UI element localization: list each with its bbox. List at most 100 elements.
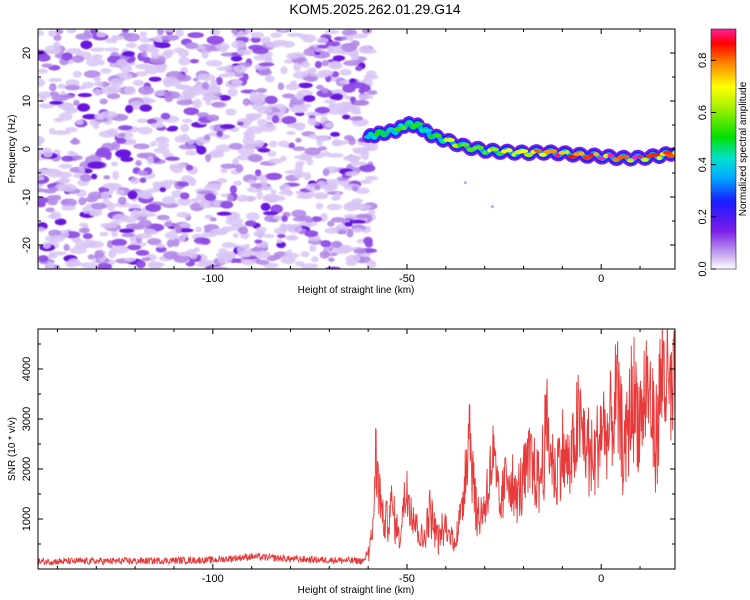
noise-blob (254, 239, 263, 244)
noise-blob (211, 101, 226, 108)
noise-blob (193, 237, 209, 244)
noise-blob (78, 166, 86, 175)
heatmap-y-tick-label: 0 (21, 146, 33, 152)
noise-blob (256, 191, 263, 200)
noise-blob (82, 233, 93, 240)
noise-blob (365, 175, 379, 181)
noise-blob (38, 68, 48, 74)
ridge-core (374, 129, 385, 134)
ridge-core (547, 149, 558, 154)
ridge-core (533, 148, 543, 153)
heatmap-y-tick-label: 20 (21, 47, 33, 59)
noise-blob (366, 70, 377, 78)
noise-blob (315, 202, 324, 210)
noise-blob (123, 257, 136, 262)
heatmap-x-axis-title: Height of straight line (km) (298, 285, 415, 296)
noise-blob (284, 169, 301, 175)
noise-blob (332, 140, 349, 145)
noise-blob (353, 149, 370, 155)
ridge-core (387, 127, 396, 132)
colorbar-tick-label: 0.0 (697, 261, 709, 276)
noise-blob (115, 149, 132, 159)
noise-blob (359, 179, 372, 185)
noise-blob (321, 59, 329, 67)
noise-blob (93, 76, 102, 83)
noise-blob (366, 90, 378, 95)
noise-blob (355, 187, 370, 195)
noise-blob (302, 76, 316, 81)
heatmap-scattered-points (463, 181, 494, 209)
noise-blob (165, 156, 180, 161)
noise-blob (260, 180, 268, 186)
noise-blob (242, 98, 251, 106)
ridge-core (626, 158, 634, 163)
noise-blob (96, 263, 112, 269)
ridge-core (558, 150, 567, 155)
noise-blob (359, 164, 376, 173)
colorbar-label: Normalized spectral amplitude (738, 81, 749, 216)
noise-blob (137, 43, 155, 52)
noise-blob (264, 75, 275, 83)
noise-blob (205, 60, 223, 67)
noise-blob (349, 82, 367, 89)
noise-blob (238, 226, 249, 235)
noise-blob (216, 66, 233, 71)
noise-blob (324, 227, 340, 234)
noise-blob (262, 234, 275, 238)
noise-blob (125, 42, 137, 48)
snr-x-tick-label: 0 (598, 573, 604, 585)
noise-blob (294, 261, 305, 267)
noise-blob (264, 56, 273, 65)
noise-blob (205, 153, 212, 162)
noise-blob (38, 78, 46, 87)
noise-blob (139, 37, 153, 43)
ridge-core (443, 138, 449, 142)
noise-blob (82, 113, 99, 120)
noise-blob (358, 87, 366, 94)
noise-blob (308, 46, 318, 51)
heatmap-y-axis-title: Frequency (Hz) (7, 115, 18, 184)
ridge-core (637, 154, 643, 159)
noise-blob (103, 47, 120, 52)
noise-blob (155, 246, 167, 253)
noise-blob (129, 177, 140, 185)
ridge-core (612, 158, 620, 162)
noise-blob (199, 199, 216, 209)
noise-blob (256, 226, 267, 233)
noise-blob (280, 183, 291, 192)
noise-blob (162, 152, 174, 158)
noise-blob (178, 56, 191, 66)
noise-blob (109, 78, 124, 87)
noise-blob (327, 153, 344, 158)
colorbar-tick-label: 0.6 (697, 105, 709, 120)
noise-blob (110, 161, 119, 167)
noise-blob (153, 147, 170, 154)
ridge-core (427, 134, 433, 139)
noise-blob (157, 29, 164, 36)
noise-blob (208, 183, 222, 188)
noise-blob (56, 171, 73, 179)
noise-blob (304, 217, 314, 223)
noise-blob (196, 145, 207, 155)
noise-blob (288, 142, 295, 149)
noise-blob (146, 118, 158, 125)
noise-blob (66, 29, 77, 34)
noise-blob (220, 200, 234, 209)
noise-blob (161, 34, 180, 41)
noise-blob (247, 154, 263, 163)
noise-blob (38, 53, 51, 62)
noise-blob (290, 105, 308, 114)
ridge-core (672, 150, 675, 155)
noise-blob (48, 30, 57, 37)
noise-blob (342, 114, 351, 120)
noise-blob (245, 113, 263, 118)
noise-blob (300, 61, 311, 69)
noise-blob (236, 49, 252, 56)
noise-blob (38, 226, 46, 233)
noise-blob (276, 238, 283, 244)
noise-blob (221, 242, 236, 249)
noise-blob (296, 194, 314, 199)
noise-blob (177, 84, 188, 90)
noise-blob (344, 95, 353, 100)
